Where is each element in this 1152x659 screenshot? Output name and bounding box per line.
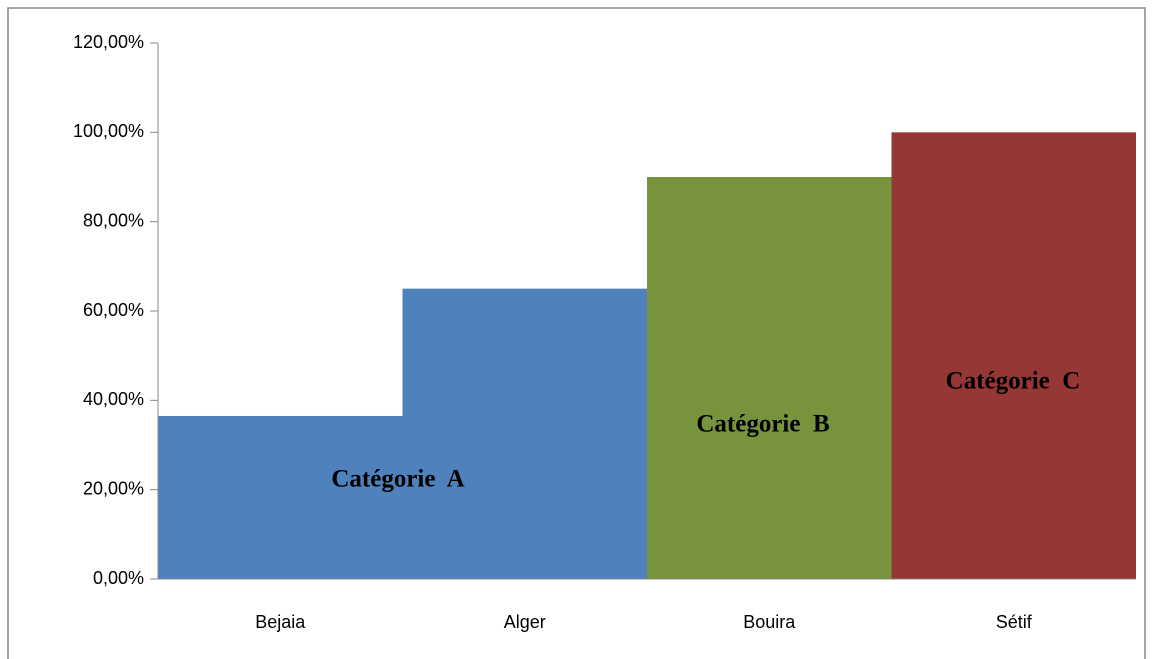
y-tick-label: 120,00%	[73, 32, 144, 52]
bar	[891, 132, 1136, 580]
y-tick-label: 20,00%	[83, 478, 144, 498]
y-tick-label: 80,00%	[83, 210, 144, 230]
bar	[158, 415, 403, 579]
annotation: Catégorie C	[946, 368, 1081, 395]
bar	[402, 288, 647, 579]
x-tick-label: Sétif	[996, 612, 1033, 632]
x-tick-label: Bouira	[743, 612, 796, 632]
annotation: Catégorie B	[696, 411, 829, 438]
y-tick-label: 0,00%	[93, 568, 144, 588]
y-tick-label: 60,00%	[83, 300, 144, 320]
bar	[647, 177, 892, 579]
x-tick-label: Alger	[504, 612, 546, 632]
y-tick-label: 100,00%	[73, 121, 144, 141]
x-tick-label: Bejaia	[255, 612, 306, 632]
annotation: Catégorie A	[331, 466, 464, 493]
y-tick-label: 40,00%	[83, 389, 144, 409]
